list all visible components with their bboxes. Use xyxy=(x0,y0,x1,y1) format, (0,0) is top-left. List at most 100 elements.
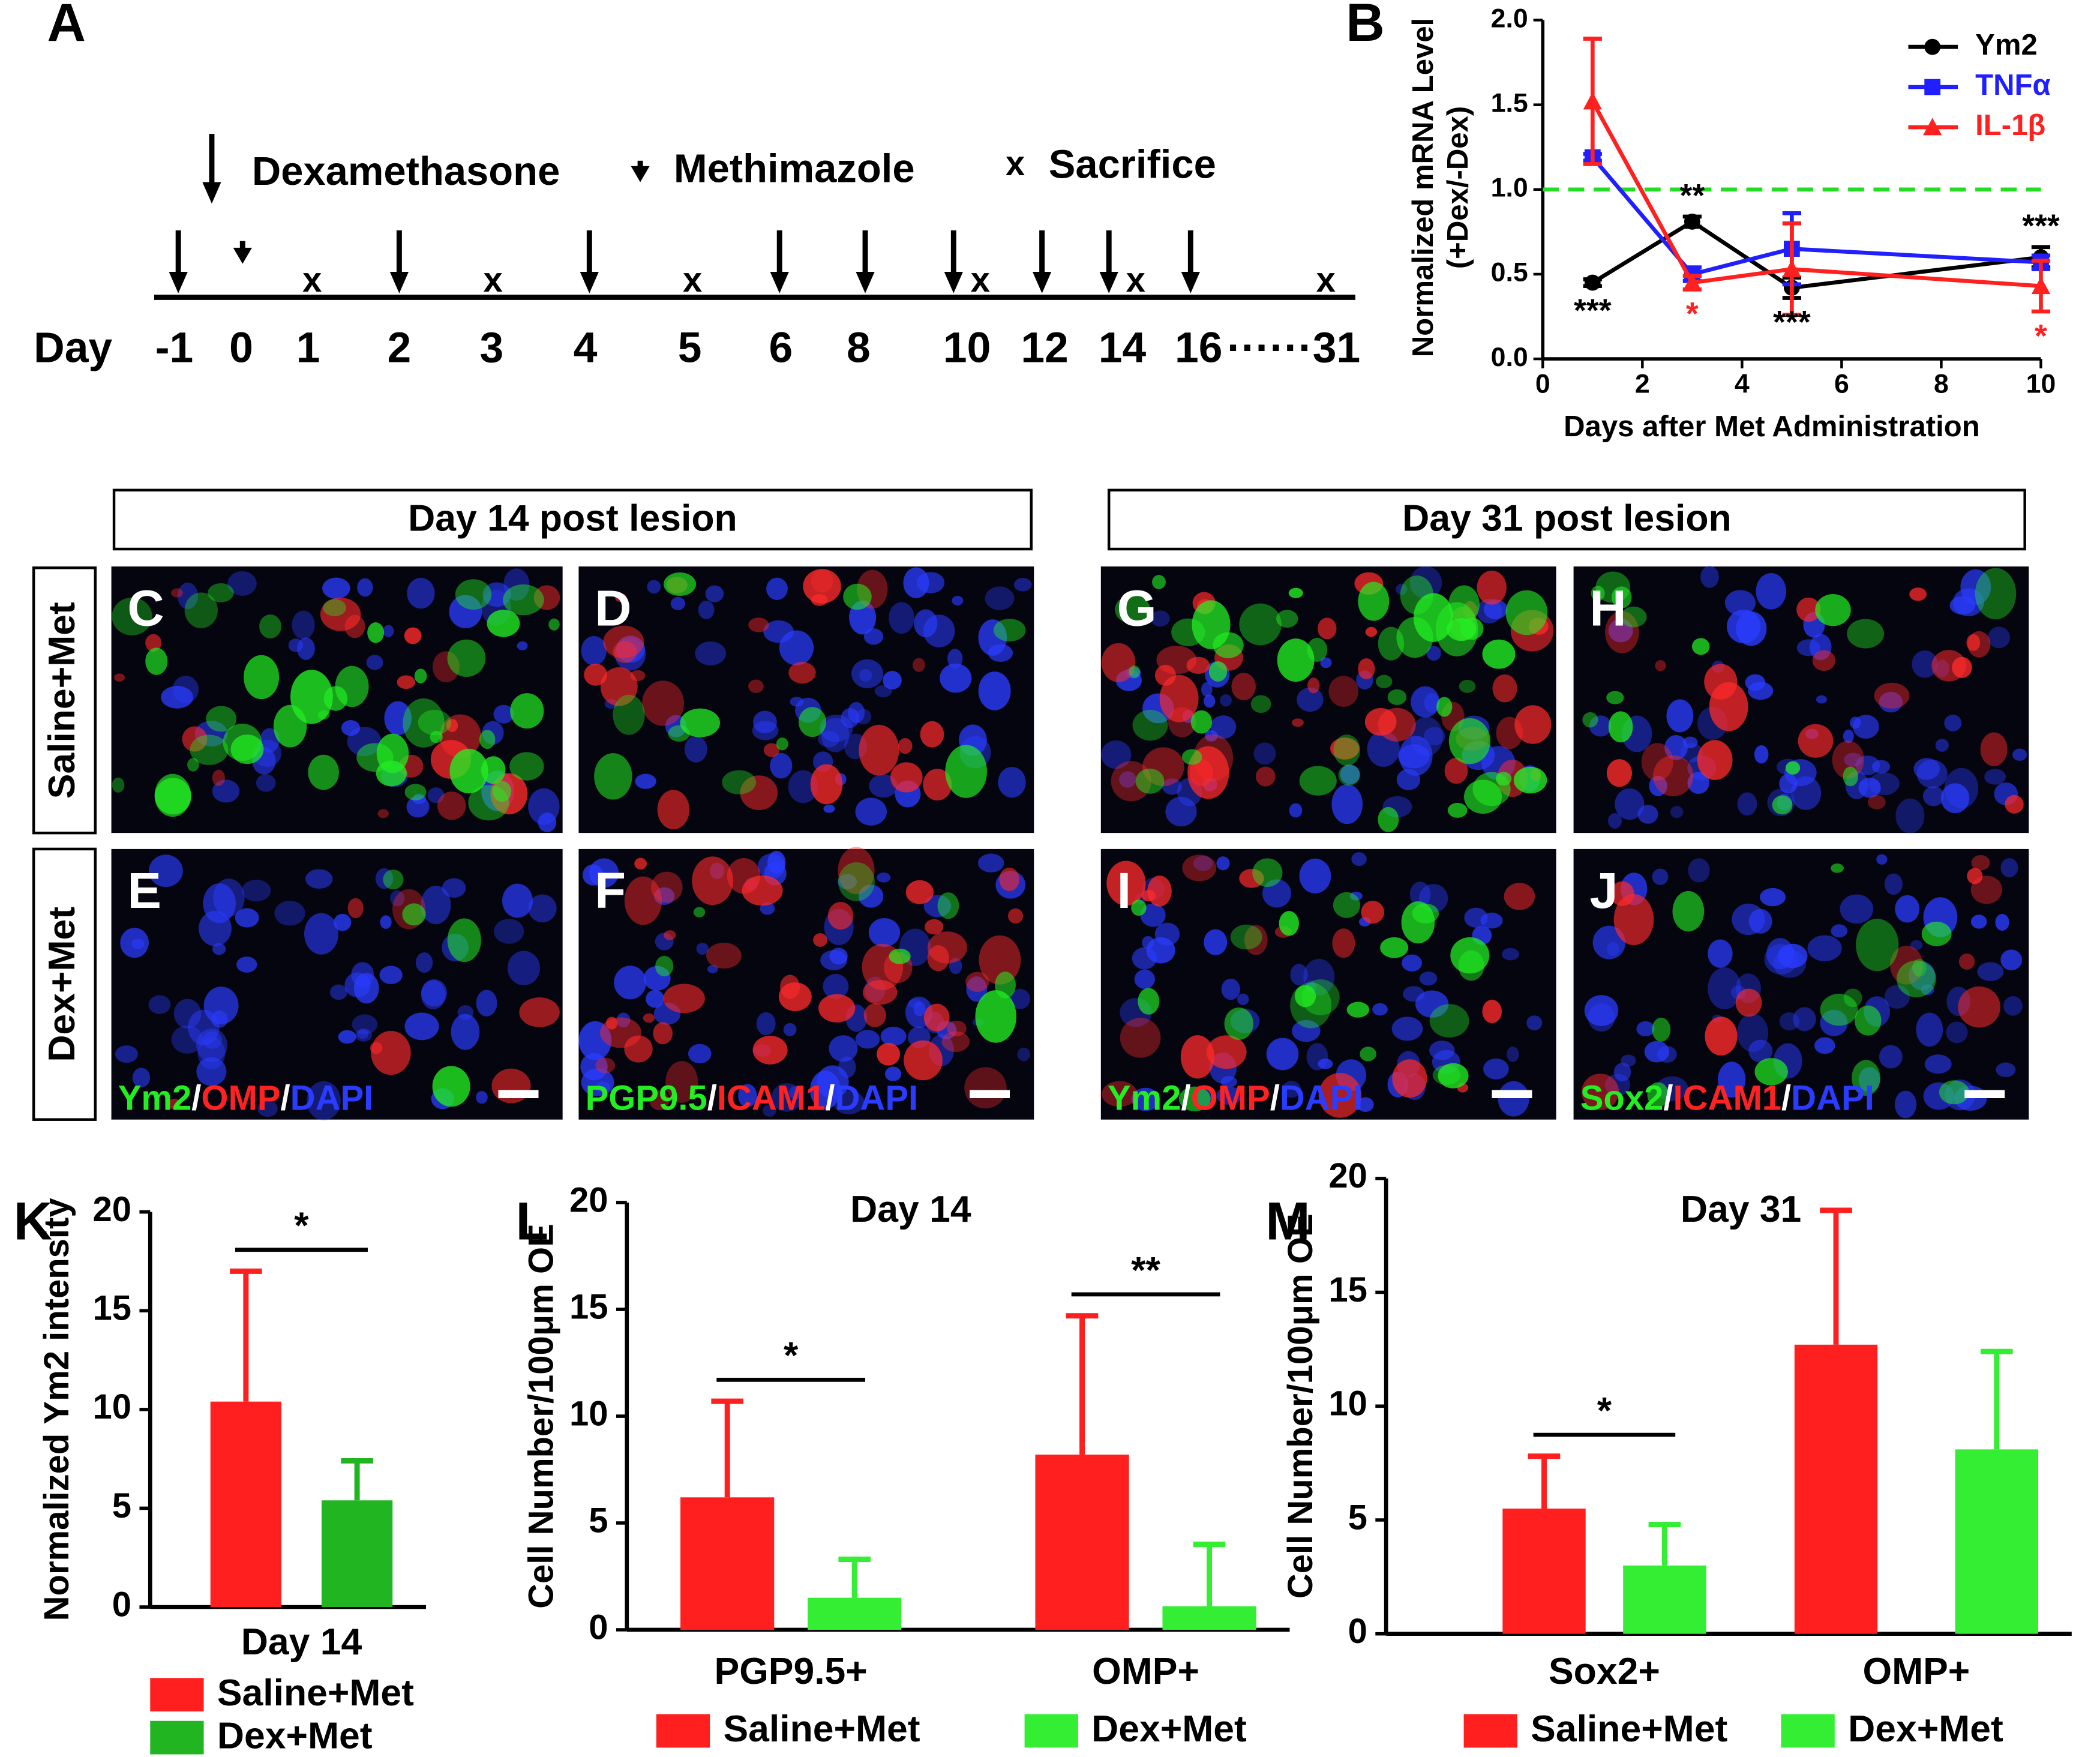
stain-name: Ym2 xyxy=(118,1079,192,1118)
cell-blob xyxy=(212,769,225,786)
cell-blob xyxy=(1785,761,1801,775)
series-line xyxy=(1591,100,2041,289)
cell-blob xyxy=(748,617,769,632)
cell-blob xyxy=(1436,697,1453,717)
cell-blob xyxy=(1288,587,1303,598)
cell-blob xyxy=(1607,812,1622,829)
cell-blob xyxy=(1328,676,1359,707)
cell-blob xyxy=(308,754,339,790)
bar xyxy=(1502,1509,1586,1634)
cell-blob xyxy=(1131,900,1147,916)
cell-blob xyxy=(757,853,785,879)
cell-blob xyxy=(1450,937,1490,974)
cell-blob xyxy=(199,910,232,946)
y-tick-label: 1.0 xyxy=(1491,173,1528,203)
cell-blob xyxy=(855,1030,880,1049)
micrograph: Ym2/OMP/DAPI xyxy=(111,848,563,1120)
error-bar xyxy=(341,1458,373,1501)
cell-blob xyxy=(528,894,557,923)
cell-blob xyxy=(1186,656,1210,674)
cell-blob xyxy=(1409,566,1442,599)
cell-blob xyxy=(1605,611,1639,653)
cell-blob xyxy=(693,907,706,918)
cell-blob xyxy=(1330,737,1360,760)
cell-blob xyxy=(1591,586,1605,601)
cell-blob xyxy=(862,980,898,1005)
point xyxy=(1782,259,1801,277)
cell-blob xyxy=(384,701,412,736)
cell-blob xyxy=(985,586,1015,610)
cell-blob xyxy=(1415,990,1449,1018)
cell-blob xyxy=(375,868,394,889)
cell-blob xyxy=(1664,734,1688,760)
dex-arrow-head xyxy=(944,272,963,293)
cell-blob xyxy=(306,1081,341,1120)
cell-blob xyxy=(1142,747,1184,787)
cell-blob xyxy=(584,663,607,686)
cell-blob xyxy=(167,1099,182,1110)
cell-blob xyxy=(855,797,887,826)
cell-blob xyxy=(1399,736,1433,776)
chart-title: Day 14 xyxy=(850,1188,971,1230)
cell-blob xyxy=(810,1071,841,1110)
cell-blob xyxy=(1971,854,1990,871)
scale-bar xyxy=(1964,1090,2005,1098)
cell-blob xyxy=(1608,618,1633,643)
cell-blob xyxy=(1655,660,1666,671)
cell-blob xyxy=(1810,634,1832,661)
cell-blob xyxy=(1237,993,1249,1006)
cell-blob xyxy=(487,610,520,637)
cell-blob xyxy=(257,1100,278,1117)
cell-blob xyxy=(1909,587,1927,601)
cell-blob xyxy=(1988,626,2011,649)
cell-blob xyxy=(823,974,849,999)
cell-blob xyxy=(647,580,661,594)
cell-blob xyxy=(1358,581,1390,621)
cell-blob xyxy=(502,883,533,918)
cell-blob xyxy=(1868,772,1900,796)
cell-blob xyxy=(827,902,854,930)
x-axis-label: Days after Met Administration xyxy=(1564,410,1980,443)
y-tick-label: 20 xyxy=(569,1180,608,1219)
cell-blob xyxy=(236,957,257,973)
cell-blob xyxy=(1178,1086,1211,1111)
cell-blob xyxy=(304,913,338,955)
cell-blob xyxy=(1297,687,1324,712)
cell-blob xyxy=(1279,911,1299,936)
cell-blob xyxy=(1276,610,1298,628)
cell-blob xyxy=(148,995,171,1014)
cell-blob xyxy=(634,857,647,870)
legend-label: Dex+Met xyxy=(1091,1708,1247,1750)
cell-blob xyxy=(2003,996,2023,1016)
cell-blob xyxy=(964,1067,1007,1109)
cell-blob xyxy=(335,665,369,707)
day-label: 3 xyxy=(480,324,504,372)
error-bar xyxy=(1648,1522,1681,1566)
cell-blob xyxy=(274,901,305,926)
cell-blob xyxy=(212,779,240,803)
cell-blob xyxy=(868,918,901,947)
panel-label: E xyxy=(127,862,161,919)
sac-mark: x xyxy=(1126,260,1145,299)
cell-blob xyxy=(756,1012,776,1036)
cell-blob xyxy=(643,966,671,991)
cell-blob xyxy=(1608,711,1633,743)
cell-blob xyxy=(1636,1021,1655,1037)
cell-blob xyxy=(705,585,724,602)
cell-blob xyxy=(912,658,925,672)
cell-blob xyxy=(1944,714,1962,731)
cell-blob xyxy=(1766,938,1794,970)
y-tick-label: 15 xyxy=(569,1287,608,1326)
cell-blob xyxy=(1180,1035,1215,1079)
cell-blob xyxy=(1501,948,1519,961)
significance: ** xyxy=(1679,178,1705,214)
micrograph-bg xyxy=(111,848,563,1120)
panel-label: F xyxy=(595,862,626,919)
cell-blob xyxy=(1754,1058,1788,1086)
cell-blob xyxy=(890,762,923,793)
micrograph-bg xyxy=(1573,848,2029,1120)
cell-blob xyxy=(1498,1081,1529,1117)
cell-blob xyxy=(427,787,445,803)
cell-blob xyxy=(259,614,281,638)
cell-blob xyxy=(810,764,843,805)
